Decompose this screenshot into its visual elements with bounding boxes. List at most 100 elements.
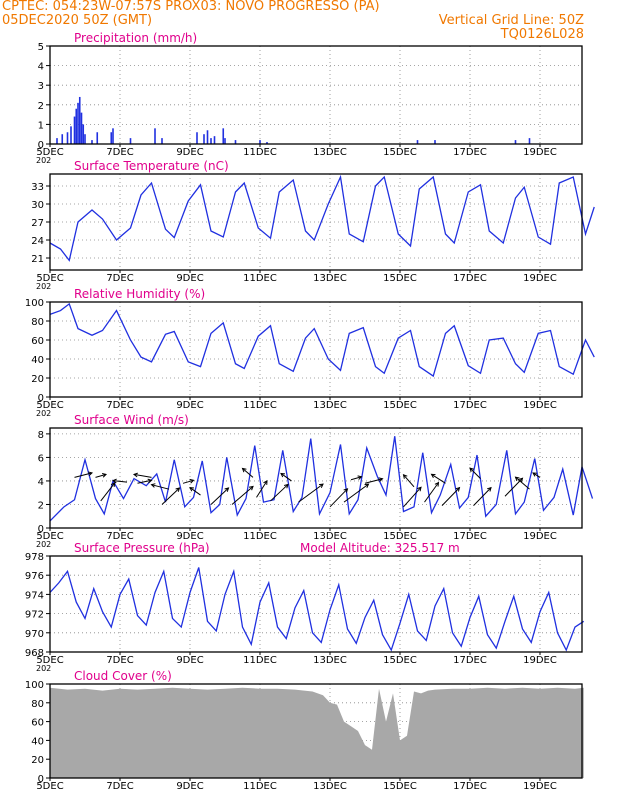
precip-bar — [154, 128, 156, 144]
y-tick-label: 1 — [38, 120, 44, 131]
wind-arrow-head — [248, 485, 254, 491]
precip-bar — [234, 140, 237, 144]
wind-arrow — [298, 483, 324, 503]
panel-title: Relative Humidity (%) — [74, 287, 205, 301]
y-tick-label: 978 — [25, 552, 44, 563]
x-tick-label: 13DEC — [313, 655, 347, 666]
precip-bar — [434, 140, 436, 144]
precip-bar — [224, 138, 226, 144]
wind-arrow — [424, 482, 439, 503]
y-tick-label: 0 — [38, 140, 44, 151]
x-tick-label: 17DEC — [453, 781, 487, 792]
precip-bar — [213, 136, 216, 144]
wind-arrow — [329, 488, 348, 508]
y-tick-label: 30 — [31, 200, 44, 211]
precip-bar — [210, 138, 212, 144]
panel-title: Precipitation (mm/h) — [74, 31, 197, 45]
x-tick-label: 17DEC — [453, 400, 487, 411]
wind-arrow — [189, 487, 201, 496]
station-label: CPTEC: 054:23W-07:57S PROX03: NOVO PROGR… — [2, 0, 380, 14]
precip-bar — [203, 134, 205, 144]
y-tick-label: 100 — [25, 298, 44, 309]
x-tick-label: 5DEC — [36, 400, 63, 411]
x-tick-label: 19DEC — [523, 655, 557, 666]
y-tick-label: 21 — [31, 254, 44, 265]
y-tick-label: 976 — [25, 571, 44, 582]
y-tick-label: 80 — [31, 317, 44, 328]
panel-frame — [49, 683, 583, 779]
x-tick-label: 11DEC — [243, 655, 277, 666]
y-tick-label: 60 — [31, 718, 44, 729]
y-tick-label: 5 — [38, 42, 44, 53]
y-tick-label: 40 — [31, 355, 44, 366]
precip-bar — [80, 112, 83, 144]
grid-note: Vertical Grid Line: 50Z — [438, 13, 584, 28]
wind-arrow — [431, 473, 446, 484]
y-tick-label: 6 — [38, 453, 44, 464]
wind-arrow — [280, 473, 292, 482]
series-line — [49, 436, 594, 522]
wind-arrow — [270, 484, 289, 502]
panel-title: Surface Pressure (hPa) — [74, 541, 210, 555]
panel-subtitle: Model Altitude: 325.517 m — [300, 541, 460, 555]
wind-arrow — [133, 473, 152, 478]
run-code: TQ0126L028 — [500, 27, 584, 42]
x-tick-label: 11DEC — [243, 147, 277, 158]
wind-arrow — [473, 487, 492, 506]
x-tick-label: 9DEC — [176, 531, 203, 542]
wind-arrow-head — [434, 481, 440, 487]
x-tick-label: 11DEC — [243, 273, 277, 284]
wind-arrow-head — [364, 483, 370, 488]
x-tick-label: 17DEC — [453, 147, 487, 158]
precip-bar — [266, 142, 268, 144]
wind-arrow-head — [111, 478, 117, 484]
x-tick-label: 15DEC — [383, 400, 417, 411]
date-label: 05DEC2020 50Z (GMT) — [2, 13, 153, 28]
cloud-cover-area — [50, 687, 584, 778]
wind-arrow — [441, 487, 460, 506]
x-tick-label: 5DEC — [36, 781, 63, 792]
wind-arrow — [242, 468, 254, 478]
panel-frame — [49, 427, 583, 529]
wind-arrow-head — [189, 486, 195, 492]
x-tick-label: 11DEC — [243, 400, 277, 411]
x-tick-label: 13DEC — [313, 400, 347, 411]
y-tick-label: 968 — [25, 648, 44, 659]
wind-arrow-head — [518, 477, 524, 483]
y-tick-label: 3 — [38, 81, 44, 92]
x-tick-label: 17DEC — [453, 531, 487, 542]
x-tick-label: 17DEC — [453, 655, 487, 666]
y-tick-label: 33 — [31, 182, 44, 193]
x-tick-label: 9DEC — [176, 147, 203, 158]
x-stub-label: 202 — [36, 156, 51, 165]
x-tick-label: 7DEC — [106, 400, 133, 411]
x-stub-label: 202 — [36, 282, 51, 291]
series-line — [49, 302, 595, 378]
wind-arrow — [95, 473, 107, 478]
y-tick-label: 2 — [38, 101, 44, 112]
wind-arrow-head — [455, 486, 461, 492]
x-tick-label: 11DEC — [243, 781, 277, 792]
y-tick-label: 20 — [31, 755, 44, 766]
precip-bar — [259, 140, 261, 144]
panel-3 — [46, 301, 595, 400]
y-tick-label: 20 — [31, 374, 44, 385]
x-tick-label: 15DEC — [383, 273, 417, 284]
x-tick-label: 13DEC — [313, 781, 347, 792]
panel-4 — [46, 427, 594, 531]
wind-arrow-head — [402, 474, 408, 479]
x-tick-label: 5DEC — [36, 531, 63, 542]
y-tick-label: 4 — [38, 62, 44, 73]
x-tick-label: 19DEC — [523, 781, 557, 792]
y-tick-label: 60 — [31, 336, 44, 347]
wind-arrow-head — [469, 467, 474, 473]
x-stub-label: 202 — [36, 409, 51, 418]
precip-bar — [206, 130, 209, 144]
wind-arrow — [182, 479, 194, 484]
x-tick-label: 7DEC — [106, 531, 133, 542]
wind-arrow — [515, 476, 530, 490]
panel-2 — [46, 173, 595, 273]
y-tick-label: 40 — [31, 736, 44, 747]
y-tick-label: 0 — [38, 774, 44, 785]
y-tick-label: 80 — [31, 699, 44, 710]
